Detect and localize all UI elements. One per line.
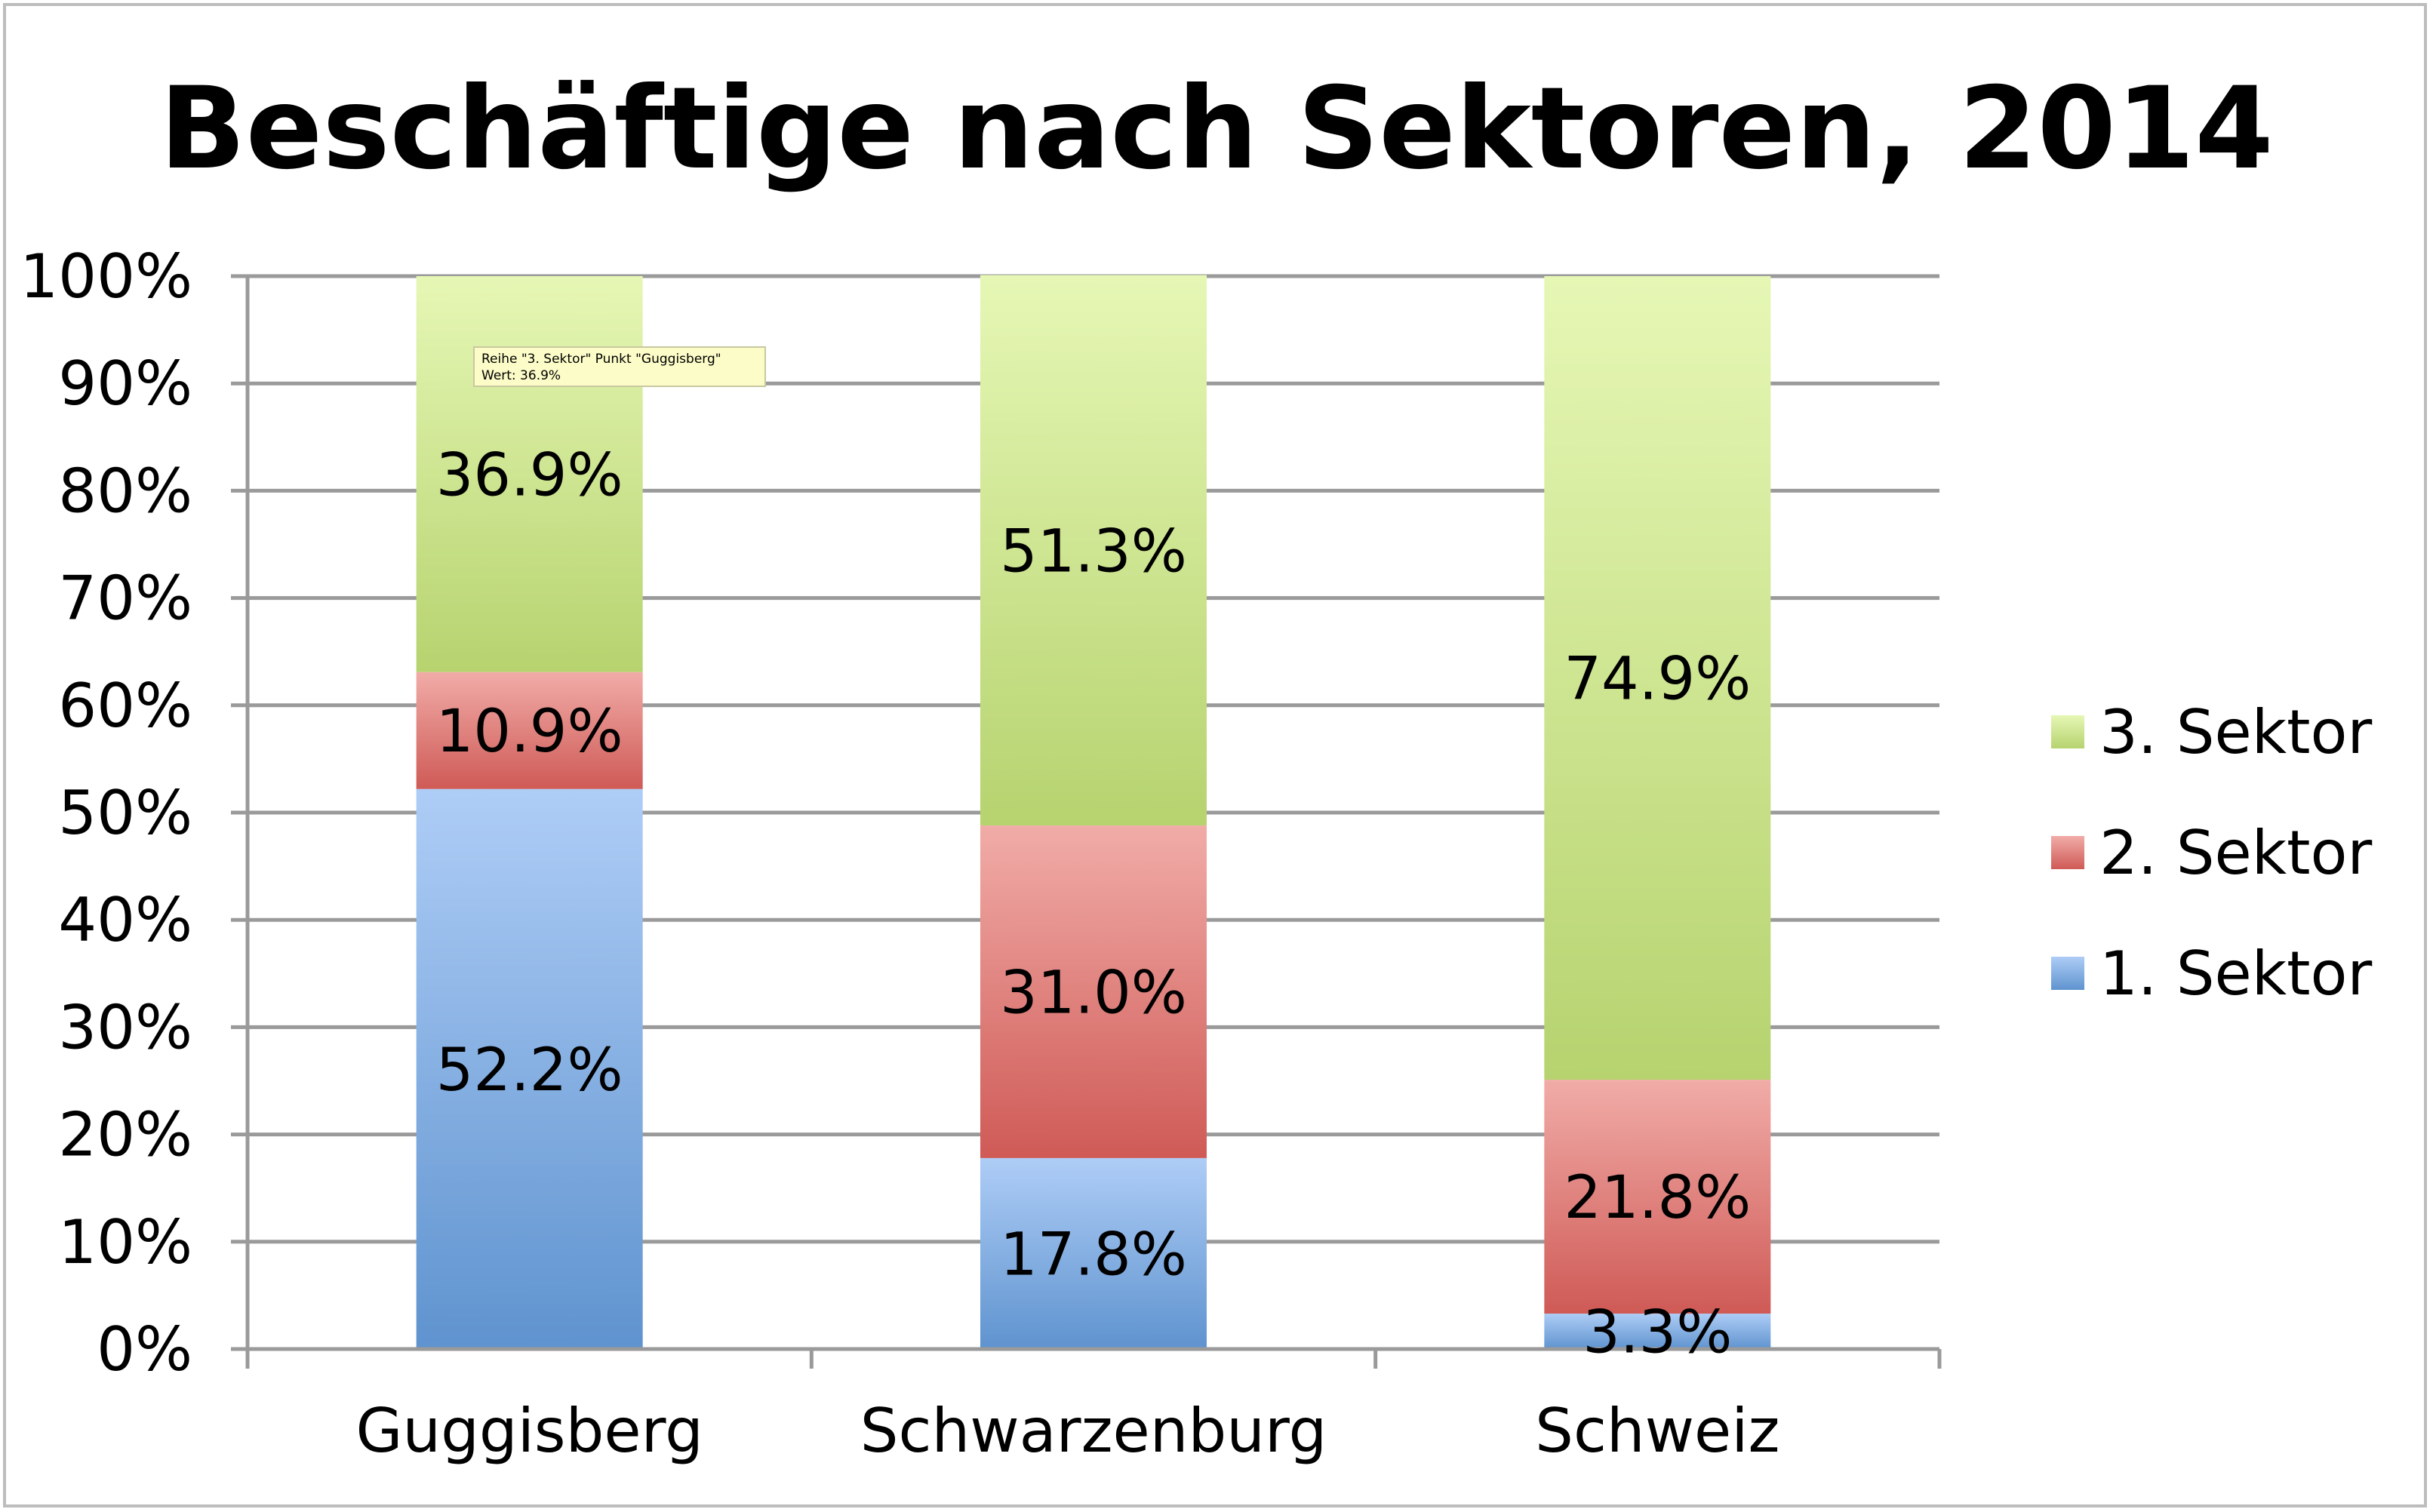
legend-label: 1. Sektor <box>2099 939 2372 1009</box>
legend: 3. Sektor 2. Sektor 1. Sektor <box>2051 697 2372 1009</box>
data-label: 52.2% <box>436 1037 623 1105</box>
data-label: 36.9% <box>436 441 623 509</box>
y-tick-label: 60% <box>58 671 192 741</box>
y-tick-label: 90% <box>58 349 192 419</box>
legend-swatch-2-sektor <box>2051 836 2084 869</box>
bar-1-sektor-guggisberg[interactable] <box>416 788 643 1349</box>
tooltip: Reihe "3. Sektor" Punkt "Guggisberg" Wer… <box>473 346 766 387</box>
bar-1-sektor-schwarzenburg[interactable] <box>980 1157 1207 1349</box>
y-tick-label: 80% <box>58 456 192 526</box>
bar-3-sektor-guggisberg[interactable] <box>416 276 643 672</box>
data-label: 10.9% <box>436 698 623 766</box>
bar-2-sektor-guggisberg[interactable] <box>416 671 643 789</box>
tooltip-line-2: Wert: 36.9% <box>481 368 561 383</box>
axes: 0% 10% 20% 30% 40% 50% 60% 70% 80% 90% 100% Guggisb… <box>20 241 1942 1466</box>
x-tick-label: Guggisberg <box>355 1396 703 1466</box>
bar-2-sektor-schweiz[interactable] <box>1544 1080 1771 1314</box>
data-label: 31.0% <box>1000 959 1187 1027</box>
data-label: 51.3% <box>1000 518 1187 585</box>
chart-frame <box>3 3 2427 1507</box>
bar-3-sektor-schwarzenburg[interactable] <box>980 275 1207 826</box>
legend-label: 3. Sektor <box>2099 697 2372 767</box>
data-label: 3.3% <box>1583 1299 1732 1367</box>
y-tick-label: 70% <box>58 564 192 634</box>
x-tick-label: Schweiz <box>1535 1396 1779 1466</box>
y-tick-label: 100% <box>20 241 192 312</box>
bar-2-sektor-schwarzenburg[interactable] <box>980 825 1207 1158</box>
data-labels: 52.2% 10.9% 36.9% 17.8% 31.0% 51.3% 3.3% 21.8% 7… <box>436 441 1751 1366</box>
y-tick-label: 0% <box>97 1314 192 1384</box>
data-label: 74.9% <box>1564 646 1751 714</box>
legend-swatch-1-sektor <box>2051 957 2084 990</box>
y-tick-label: 30% <box>58 992 192 1062</box>
tooltip-line-1: Reihe "3. Sektor" Punkt "Guggisberg" <box>481 352 721 367</box>
legend-swatch-3-sektor <box>2051 715 2084 748</box>
legend-label: 2. Sektor <box>2099 818 2372 888</box>
bars <box>416 275 1771 1349</box>
x-tick-label: Schwarzenburg <box>860 1396 1327 1466</box>
data-label: 21.8% <box>1564 1164 1751 1232</box>
y-tick-label: 20% <box>58 1100 192 1170</box>
chart-title: Beschäftige nach Sektoren, 2014 <box>159 63 2273 195</box>
bar-3-sektor-schweiz[interactable] <box>1544 276 1771 1080</box>
y-tick-label: 10% <box>58 1207 192 1277</box>
bar-1-sektor-schweiz[interactable] <box>1544 1314 1771 1349</box>
data-label: 17.8% <box>1000 1221 1187 1289</box>
y-tick-label: 50% <box>58 778 192 848</box>
y-tick-label: 40% <box>58 885 192 955</box>
tooltip-box <box>473 346 766 387</box>
